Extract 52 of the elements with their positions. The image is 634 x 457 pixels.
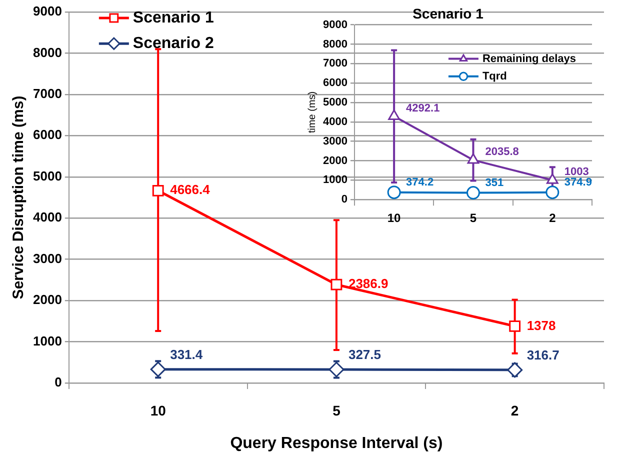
x-tick-label: 10 [387, 211, 402, 226]
legend-label: Scenario 2 [132, 35, 214, 52]
data-label: 374.2 [406, 176, 434, 188]
y-axis-title: time (ms) [306, 91, 318, 134]
data-label: 351 [485, 176, 504, 189]
point [328, 362, 344, 378]
y-tick-label: 6000 [33, 127, 62, 142]
y-tick-label: 2000 [33, 292, 62, 308]
legend-label: Scenario 1 [132, 9, 214, 26]
data-label: 374.9 [564, 176, 592, 188]
data-label: 316.7 [526, 348, 560, 363]
y-tick-label: 9000 [322, 18, 348, 31]
chart-title: Scenario 1 [412, 5, 484, 22]
y-tick-label: 7000 [322, 58, 348, 70]
data-label: 4292.1 [406, 102, 440, 114]
y-tick-label: 4000 [33, 210, 62, 225]
y-tick-label: 9000 [33, 4, 62, 19]
y-tick-label: 1000 [322, 174, 348, 186]
y-tick-label: 0 [54, 374, 62, 390]
point [509, 320, 521, 332]
data-label: 327.5 [348, 347, 382, 362]
data-label: 2386.9 [348, 276, 388, 292]
y-tick-label: 2000 [322, 154, 348, 167]
x-tick-label: 5 [470, 211, 477, 226]
y-tick-label: 3000 [33, 250, 62, 266]
x-axis-title: Query Response Interval (s) [230, 434, 443, 452]
legend-label: Remaining delays [482, 52, 576, 65]
y-tick-label: 4000 [322, 116, 348, 128]
y-tick-label: 5000 [33, 168, 62, 184]
x-tick-label: 2 [510, 402, 519, 418]
data-label: 1003 [564, 166, 589, 178]
data-label: 4666.4 [170, 182, 211, 198]
y-tick-label: 8000 [322, 38, 348, 50]
x-tick-label: 2 [549, 211, 556, 226]
y-tick-label: 3000 [322, 135, 348, 148]
data-label: 331.4 [170, 346, 204, 362]
y-tick-label: 8000 [33, 44, 62, 60]
point [152, 184, 164, 196]
y-tick-label: 5000 [322, 96, 348, 109]
point [330, 278, 342, 290]
legend-label: Tqrd [482, 70, 507, 82]
point [150, 362, 166, 378]
data-label: 1378 [526, 318, 556, 333]
x-tick-label: 10 [150, 402, 166, 418]
point [507, 362, 523, 378]
x-tick-label: 5 [332, 402, 341, 418]
data-label: 2035.8 [485, 146, 519, 158]
y-tick-label: 7000 [33, 86, 62, 102]
y-tick-label: 0 [341, 194, 348, 206]
y-axis-title: Service Disruption time (ms) [10, 96, 28, 300]
y-tick-label: 6000 [322, 77, 348, 90]
y-tick-label: 1000 [33, 333, 62, 348]
